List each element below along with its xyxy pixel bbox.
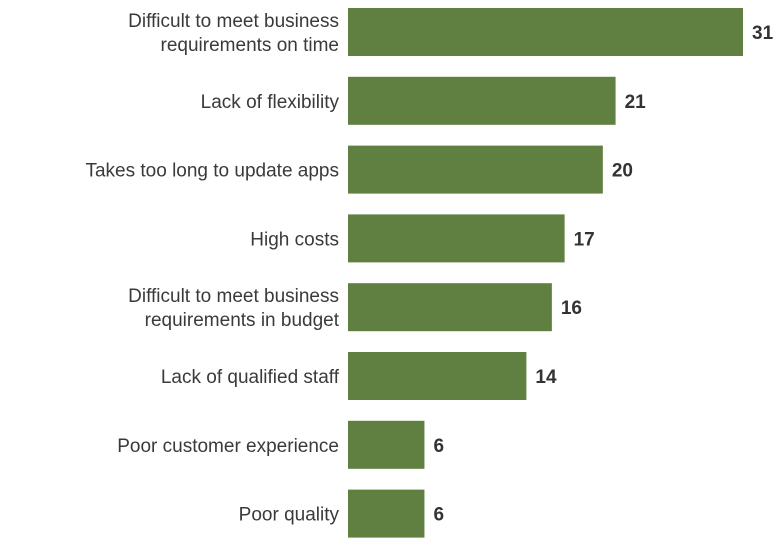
bar-6: [348, 352, 527, 400]
category-label-line: Difficult to meet business: [128, 286, 339, 307]
category-label-line: Poor quality: [239, 505, 340, 526]
value-label-8: 6: [433, 505, 444, 526]
value-label-2: 21: [625, 92, 647, 113]
category-label-2: Lack of flexibility: [201, 92, 340, 113]
bar-7: [348, 420, 425, 469]
category-label-line: Lack of qualified staff: [161, 367, 340, 388]
value-labels-group: 31 21 20 17 16 14 6 6: [433, 23, 773, 526]
value-label-6: 14: [535, 367, 557, 388]
category-label-line: Poor customer experience: [117, 436, 339, 457]
value-label-1: 31: [752, 23, 774, 44]
category-label-5: Difficult to meet business requirements i…: [128, 286, 340, 331]
category-label-line: Difficult to meet business: [128, 11, 339, 32]
bar-1: [348, 8, 743, 56]
value-label-7: 6: [433, 436, 444, 457]
value-label-4: 17: [574, 229, 595, 250]
category-label-line: Takes too long to update apps: [85, 161, 339, 182]
category-label-6: Lack of qualified staff: [161, 367, 340, 388]
bar-5: [348, 283, 552, 332]
category-label-line: High costs: [250, 229, 339, 250]
bar-3: [348, 145, 603, 194]
category-label-7: Poor customer experience: [117, 436, 339, 457]
category-label-line: Lack of flexibility: [201, 92, 340, 113]
category-label-8: Poor quality: [239, 505, 340, 526]
bar-8: [348, 489, 425, 538]
category-label-3: Takes too long to update apps: [85, 161, 339, 182]
bars-group: [348, 8, 743, 538]
category-label-line: requirements in budget: [145, 310, 340, 331]
bar-2: [348, 76, 616, 125]
category-label-1: Difficult to meet business requirements o…: [128, 11, 339, 56]
value-label-5: 16: [561, 298, 582, 319]
value-label-3: 20: [612, 161, 633, 182]
category-labels-group: Difficult to meet business requirements o…: [85, 11, 339, 526]
category-label-4: High costs: [250, 229, 339, 250]
bar-4: [348, 214, 565, 263]
category-label-line: requirements on time: [161, 35, 339, 56]
